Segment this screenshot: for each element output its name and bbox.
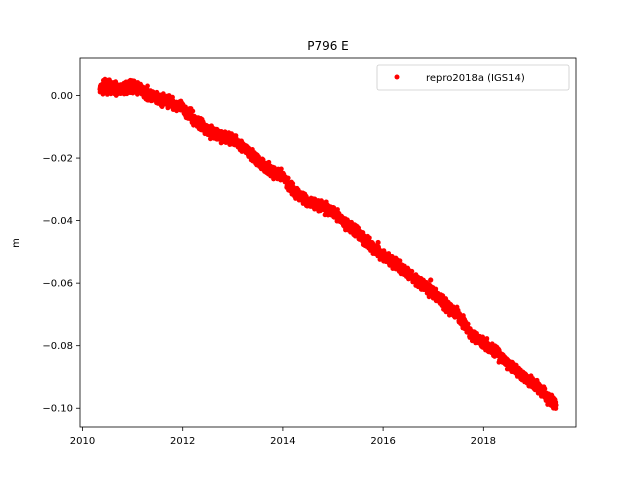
x-tick-label: 2018 [471, 436, 496, 447]
legend: repro2018a (IGS14) [376, 64, 570, 91]
y-tick-label: −0.06 [42, 279, 73, 290]
data-point [145, 83, 150, 89]
y-axis-label: m [11, 238, 22, 248]
chart-title: P796 E [307, 39, 349, 53]
data-point [409, 268, 415, 274]
data-point [366, 235, 372, 241]
y-tick-label: −0.10 [42, 404, 73, 415]
legend-label: repro2018a (IGS14) [426, 73, 525, 84]
y-axis-ticks: 0.00 −0.02 −0.04 −0.06 −0.08 −0.10 [42, 91, 80, 415]
data-point [266, 159, 272, 165]
axes [79, 57, 577, 428]
outlier-point [428, 277, 434, 283]
data-points [97, 76, 559, 411]
data-point [285, 175, 291, 181]
data-point [465, 321, 471, 327]
data-point [190, 108, 196, 114]
x-tick-label: 2016 [370, 436, 395, 447]
data-point [278, 166, 284, 172]
y-tick-label: −0.02 [42, 154, 73, 165]
data-point [290, 181, 296, 186]
x-axis-ticks: 2010 2012 2014 2016 2018 [70, 427, 496, 447]
outlier-point [375, 239, 381, 246]
data-point [553, 406, 559, 411]
legend-marker [394, 74, 400, 80]
data-point [484, 336, 490, 341]
x-tick-label: 2014 [270, 436, 295, 447]
y-tick-label: 0.00 [51, 91, 73, 102]
x-tick-label: 2010 [70, 436, 95, 447]
y-tick-label: −0.04 [42, 216, 73, 227]
data-point [433, 286, 439, 292]
x-tick-label: 2012 [170, 436, 195, 447]
data-point [553, 399, 559, 405]
plot-frame [79, 57, 577, 428]
y-tick-label: −0.08 [42, 341, 73, 352]
data-point [542, 386, 548, 392]
data-point [397, 258, 403, 264]
legend-box [376, 64, 570, 91]
